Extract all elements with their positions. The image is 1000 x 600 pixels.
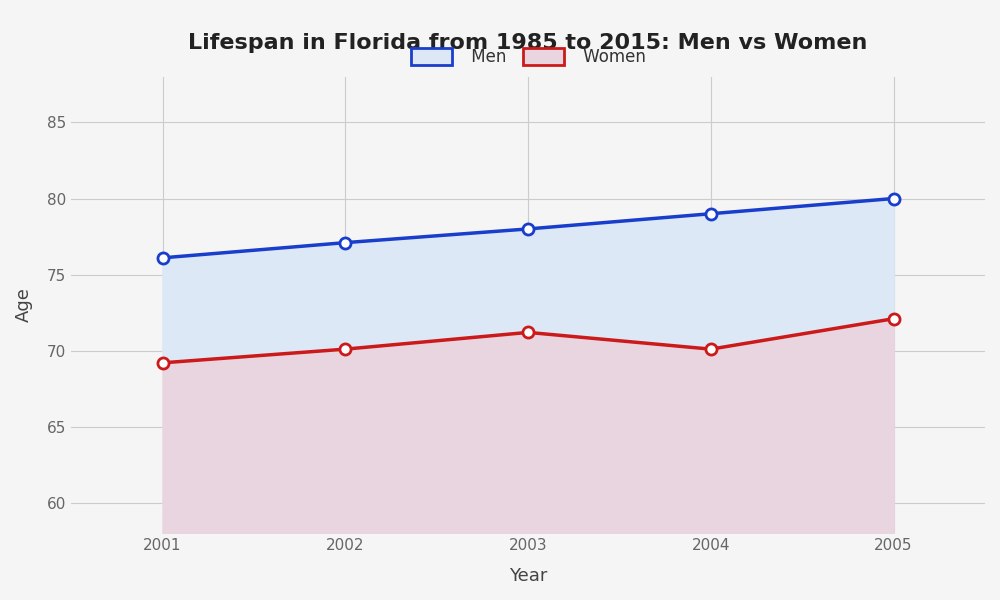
Title: Lifespan in Florida from 1985 to 2015: Men vs Women: Lifespan in Florida from 1985 to 2015: M… [188,33,868,53]
Y-axis label: Age: Age [15,287,33,322]
Legend:  Men,  Women: Men, Women [402,40,654,74]
X-axis label: Year: Year [509,567,547,585]
